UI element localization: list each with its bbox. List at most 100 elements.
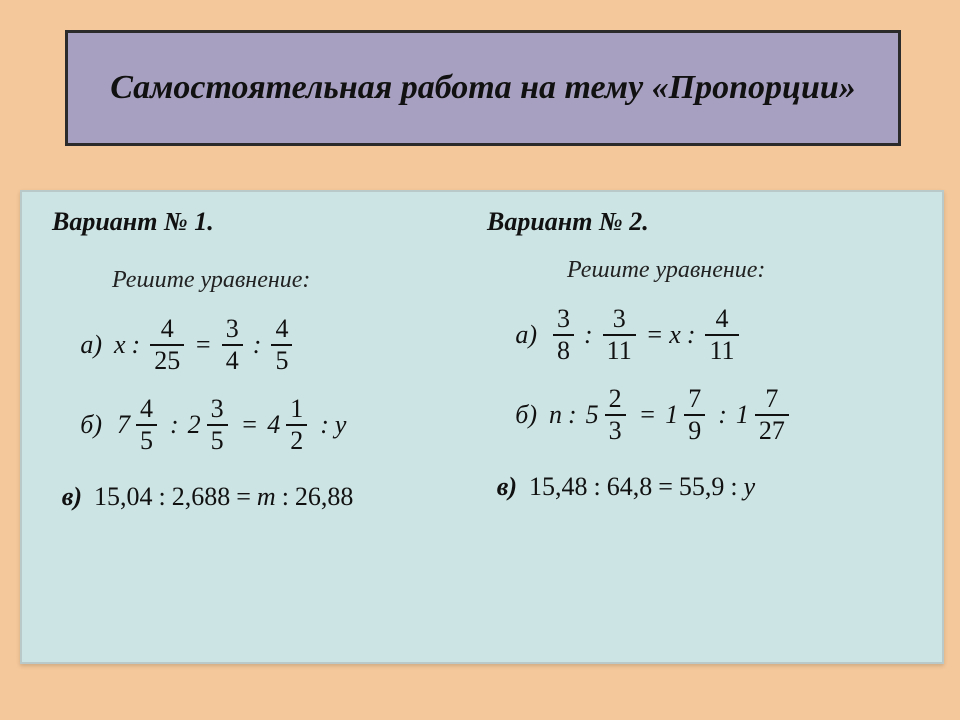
decimal: 26,88 <box>295 482 354 512</box>
v1-a-expr: х : 4 25 = 3 4 : 4 <box>114 316 296 374</box>
decimal: 15,48 <box>529 472 588 502</box>
whole: 7 <box>117 410 132 440</box>
eq-op: = <box>194 330 212 360</box>
content-box: Вариант № 1. Решите уравнение: а) х : 4 … <box>20 190 944 664</box>
eq-op: = <box>658 472 673 502</box>
fraction: 3 11 <box>603 306 636 364</box>
v2-a-expr: 3 8 : 3 11 = х : 4 11 <box>549 306 743 364</box>
title-box: Самостоятельная работа на тему «Пропорци… <box>65 30 901 146</box>
numerator: 4 <box>712 306 733 334</box>
colon-op: : <box>718 400 727 430</box>
fraction: 1 2 <box>286 396 307 454</box>
v2-eq-b: б) п : 5 2 3 = 1 <box>487 386 937 444</box>
eq-op: = <box>236 482 251 512</box>
numerator: 3 <box>222 316 243 344</box>
numerator: 2 <box>605 386 626 414</box>
mixed-number: 4 1 2 <box>267 396 311 454</box>
title-text: Самостоятельная работа на тему «Пропорци… <box>110 66 856 110</box>
v2-c-expr: 15,48 : 64,8 = 55,9 : у <box>529 472 755 502</box>
v1-eq-a: а) х : 4 25 = 3 4 : <box>52 316 502 374</box>
denominator: 8 <box>553 334 574 364</box>
v1-a-label: а) <box>52 330 114 360</box>
numerator: 4 <box>271 316 292 344</box>
variant-2-title: Вариант № 2. <box>487 207 937 237</box>
v2-a-var: х <box>669 320 681 350</box>
variant-1-title: Вариант № 1. <box>52 207 502 237</box>
denominator: 27 <box>755 414 789 444</box>
v2-b-expr: п : 5 2 3 = 1 7 <box>549 386 796 444</box>
v1-b-expr: 7 4 5 : 2 3 5 <box>114 396 346 454</box>
denominator: 25 <box>150 344 184 374</box>
whole: 1 <box>736 400 751 430</box>
v2-b-var: п <box>549 400 562 430</box>
mixed-number: 2 3 5 <box>188 396 232 454</box>
v1-eq-b: б) 7 4 5 : 2 3 <box>52 396 502 454</box>
numerator: 1 <box>286 396 307 424</box>
fraction: 4 5 <box>136 396 157 454</box>
v1-c-var: т <box>257 482 276 512</box>
fraction: 4 25 <box>150 316 184 374</box>
colon-op: : <box>687 320 696 350</box>
v2-b-label: б) <box>487 400 549 430</box>
v1-c-expr: 15,04 : 2,688 = т : 26,88 <box>94 482 353 512</box>
whole: 4 <box>267 410 282 440</box>
v2-c-label: в) <box>467 472 529 502</box>
variant-2-instruction: Решите уравнение: <box>567 257 937 284</box>
decimal: 55,9 <box>679 472 725 502</box>
whole: 5 <box>586 400 601 430</box>
colon-op: : <box>282 482 289 512</box>
variant-1-equations: а) х : 4 25 = 3 4 : <box>52 316 502 512</box>
numerator: 3 <box>207 396 228 424</box>
fraction: 3 4 <box>222 316 243 374</box>
fraction: 2 3 <box>605 386 626 444</box>
numerator: 3 <box>609 306 630 334</box>
v2-c-var: у <box>744 472 756 502</box>
denominator: 3 <box>605 414 626 444</box>
numerator: 7 <box>684 386 705 414</box>
numerator: 4 <box>136 396 157 424</box>
colon-op: : <box>584 320 593 350</box>
eq-op: = <box>241 410 259 440</box>
fraction: 3 8 <box>553 306 574 364</box>
colon-op: : <box>170 410 179 440</box>
whole: 1 <box>665 400 680 430</box>
slide: Самостоятельная работа на тему «Пропорци… <box>0 0 960 720</box>
denominator: 4 <box>222 344 243 374</box>
mixed-number: 5 2 3 <box>586 386 630 444</box>
fraction: 4 11 <box>705 306 738 364</box>
v1-eq-c: в) 15,04 : 2,688 = т : 26,88 <box>32 482 502 512</box>
mixed-number: 7 4 5 <box>117 396 161 454</box>
v1-c-label: в) <box>32 482 94 512</box>
denominator: 11 <box>705 334 738 364</box>
whole: 2 <box>188 410 203 440</box>
mixed-number: 1 7 27 <box>736 386 793 444</box>
v2-eq-c: в) 15,48 : 64,8 = 55,9 : у <box>467 472 937 502</box>
fraction: 3 5 <box>207 396 228 454</box>
v1-b-var: у <box>335 410 347 440</box>
variant-2-equations: а) 3 8 : 3 11 = х : <box>487 306 937 502</box>
colon-op: : <box>730 472 737 502</box>
denominator: 5 <box>136 424 157 454</box>
denominator: 2 <box>286 424 307 454</box>
variant-2: Вариант № 2. Решите уравнение: а) 3 8 : … <box>487 207 937 502</box>
decimal: 2,688 <box>172 482 231 512</box>
numerator: 7 <box>761 386 782 414</box>
denominator: 5 <box>271 344 292 374</box>
colon-op: : <box>568 400 577 430</box>
variant-1: Вариант № 1. Решите уравнение: а) х : 4 … <box>52 207 502 512</box>
colon-op: : <box>159 482 166 512</box>
numerator: 4 <box>157 316 178 344</box>
colon-op: : <box>132 330 141 360</box>
mixed-number: 1 7 9 <box>665 386 709 444</box>
v1-a-var: х <box>114 330 126 360</box>
numerator: 3 <box>553 306 574 334</box>
eq-op: = <box>639 400 657 430</box>
fraction: 7 27 <box>755 386 789 444</box>
colon-op: : <box>320 410 329 440</box>
v2-eq-a: а) 3 8 : 3 11 = х : <box>487 306 937 364</box>
decimal: 64,8 <box>607 472 653 502</box>
denominator: 9 <box>684 414 705 444</box>
eq-op: = <box>646 320 664 350</box>
colon-op: : <box>253 330 262 360</box>
fraction: 7 9 <box>684 386 705 444</box>
